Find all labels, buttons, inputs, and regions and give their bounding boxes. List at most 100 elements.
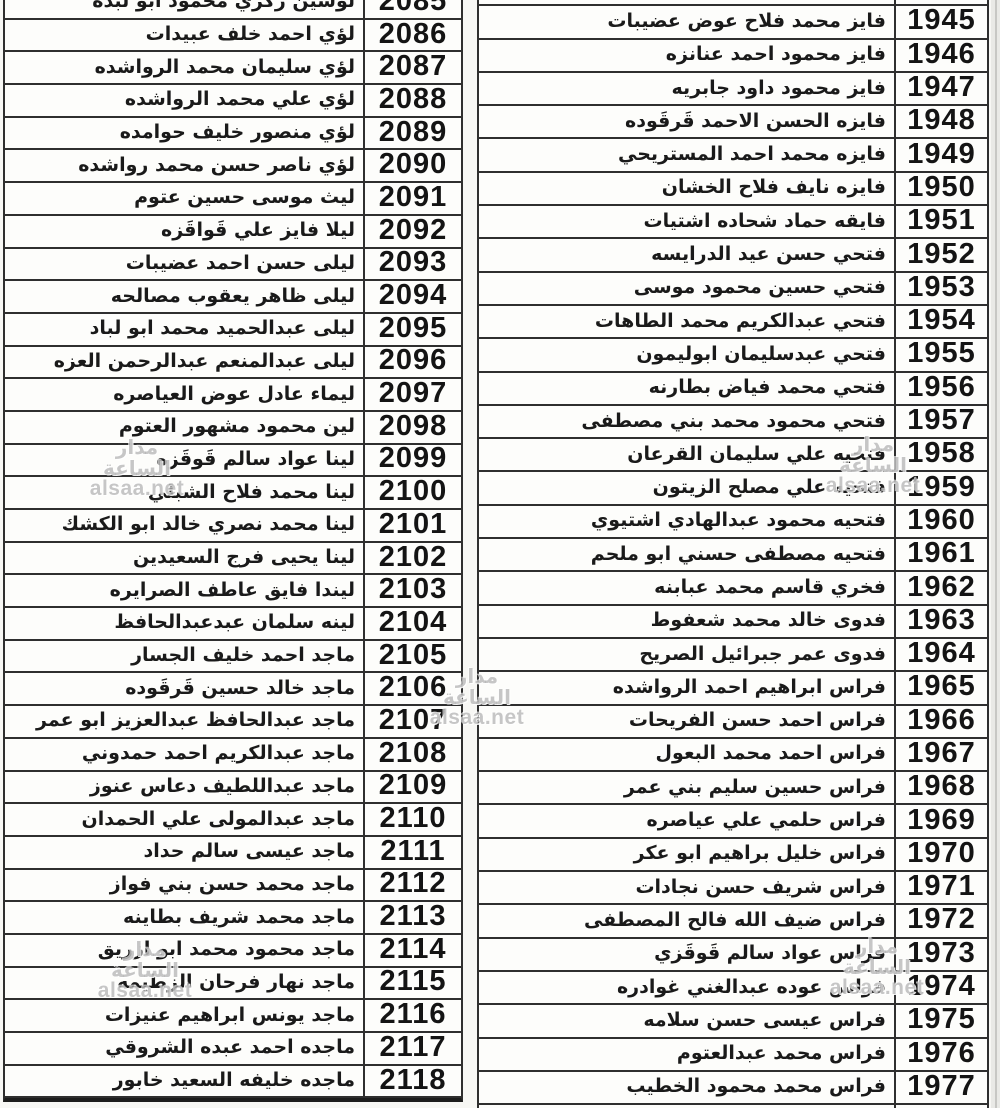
- table-row: فتحي محمود محمد بني مصطفى 1957: [479, 405, 987, 440]
- person-name-cell: ماجد محمد شريف بطاينه: [122, 905, 355, 928]
- person-name-cell: ماجد يونس ابراهيم عنيزات: [104, 1003, 355, 1026]
- table-row: لينه سلمان عبدعبدالحافظ 2104: [5, 608, 461, 641]
- table-row: ماجد عبداللطيف دعاس عنوز 2109: [5, 771, 461, 805]
- serial-number-cell: 2104: [363, 608, 461, 639]
- person-name-cell: فايز محمد فلاح عوض عضيبات: [607, 9, 886, 32]
- table-row: ماجده احمد عبده الشروقي 2117: [5, 1033, 461, 1066]
- serial-number-cell: 2102: [363, 542, 461, 574]
- table-row: فراس خليل براهيم ابو عكر 1970: [479, 838, 987, 873]
- table-row: فايز محمود داود جابريه 1947: [479, 72, 987, 107]
- table-row: ليلا فايز علي قَواقَزه 2092: [5, 215, 461, 249]
- serial-number-cell: 2094: [363, 281, 461, 312]
- serial-number-cell: 1958: [894, 439, 987, 471]
- person-name-cell: ماجد عبدالمولى علي الحمدان: [81, 807, 355, 830]
- person-name-cell: لؤي سليمان محمد الرواشده: [94, 55, 355, 78]
- table-row: لوسين زكري محمود ابو لبده 2085: [5, 0, 461, 20]
- person-name-cell: ماجد خالد حسين قَرقَوده: [125, 676, 355, 699]
- person-name-cell: ليماء عادل عوض العياصره: [113, 382, 355, 405]
- person-name-cell: فتحيه مصطفى حسني ابو ملحم: [590, 542, 886, 565]
- serial-number-cell: 1951: [894, 206, 987, 238]
- table-row: ماجد خالد حسين قَرقَوده 2106: [5, 673, 461, 707]
- person-name-cell: ليلى عبدالحميد محمد ابو لباد: [89, 317, 355, 340]
- serial-number-cell: 2099: [363, 444, 461, 476]
- person-name-cell: فدوى خالد محمد شعفوط: [650, 609, 886, 632]
- table-row: ماجد محمود محمد ابو ازريق 2114: [5, 934, 461, 968]
- table-row: ماجده خليفه السعيد خابور 2118: [5, 1065, 461, 1099]
- serial-number-cell: 1948: [894, 106, 987, 138]
- table-row: فراس ضيف الله فالح المصطفى 1972: [479, 905, 987, 939]
- person-name-cell: فراس ابراهيم احمد الرواشده: [612, 675, 886, 698]
- person-name-cell: فراس احمد حسن الفريحات: [628, 709, 886, 732]
- person-name-cell: ماجد عبدالحافظ عبدالعزيز ابو عمر: [36, 709, 355, 732]
- person-name-cell: فايز محمود داود جابريه: [671, 76, 887, 99]
- person-name-cell: لؤي منصور خليف حوامده: [119, 121, 355, 144]
- person-name-cell: فايزه محمد احمد المستريحي: [617, 143, 886, 166]
- person-name-cell: ليلا فايز علي قَواقَزه: [161, 219, 355, 242]
- serial-number-cell: 1966: [894, 705, 987, 737]
- serial-number-cell: 2098: [363, 411, 461, 443]
- serial-number-cell: 2109: [363, 771, 461, 803]
- table-row: فتحيه مصطفى حسني ابو ملحم 1961: [479, 539, 987, 573]
- serial-number-cell: 1957: [894, 405, 987, 438]
- table-row: فراس محمد محمود الخطيب 1977: [479, 1071, 987, 1106]
- table-row: فراس ابراهيم احمد الرواشده 1965: [479, 672, 987, 706]
- table-row: فايزه محمد احمد المستريحي 1949: [479, 139, 987, 173]
- table-row-partial: [479, 1105, 987, 1108]
- table-row: فدوى خالد محمد شعفوط 1963: [479, 605, 987, 639]
- table-row-partial: [479, 0, 987, 7]
- serial-number-cell: [894, 1105, 987, 1108]
- serial-number-cell: 2089: [363, 117, 461, 149]
- serial-number-cell: 2111: [363, 836, 461, 868]
- serial-number-cell: 2101: [363, 510, 461, 541]
- table-row: ماجد محمد شريف بطاينه 2113: [5, 902, 461, 935]
- serial-number-cell: 1945: [894, 6, 987, 38]
- serial-number-cell: 1949: [894, 139, 987, 171]
- person-name-cell: ماجد عبدالكريم احمد حمدوني: [81, 742, 355, 765]
- person-name-cell: فتحي حسن عيد الدرايسه: [651, 243, 886, 266]
- serial-number-cell: 2086: [363, 19, 461, 51]
- person-name-cell: لينا محمد فلاح الشبلي: [147, 480, 355, 503]
- person-name-cell: فراس احمد محمد البعول: [655, 742, 886, 765]
- person-name-cell: لؤي ناصر حسن محمد رواشده: [78, 153, 355, 176]
- person-name-cell: ماجد نهار فرحان الزطيمه: [117, 970, 355, 993]
- page-edge-line: [995, 0, 997, 1108]
- person-name-cell: فراس عواد سالم قَوقَزي: [654, 942, 886, 965]
- person-name-cell: فراس خليل براهيم ابو عكر: [633, 842, 886, 865]
- serial-number-cell: 1968: [894, 772, 987, 804]
- person-name-cell: فتحيه علي مصلح الزيتون: [652, 476, 886, 499]
- table-row: لؤي سليمان محمد الرواشده 2087: [5, 52, 461, 86]
- table-row: ماجد عيسى سالم حداد 2111: [5, 836, 461, 870]
- serial-number-cell: 2097: [363, 379, 461, 410]
- serial-number-cell: 2110: [363, 804, 461, 835]
- serial-number-cell: 2103: [363, 575, 461, 607]
- table-row: ليلى حسن احمد عضيبات 2093: [5, 248, 461, 282]
- person-name-cell: فراس عوده عبدالغني غوادره: [616, 975, 886, 998]
- serial-number-cell: 1974: [894, 971, 987, 1004]
- serial-number-cell: 1971: [894, 872, 987, 904]
- table-row: فراس احمد محمد البعول 1967: [479, 738, 987, 773]
- person-name-cell: ماجد عيسى سالم حداد: [143, 840, 356, 863]
- serial-number-cell: 1973: [894, 938, 987, 970]
- serial-number-cell: 1947: [894, 72, 987, 105]
- serial-number-cell: 2090: [363, 150, 461, 182]
- table-row: فتحي حسين محمود موسى 1953: [479, 272, 987, 306]
- person-name-cell: فراس حسين سليم بني عمر: [623, 775, 886, 798]
- table-row: فايقه حماد شحاده اشتيات 1951: [479, 206, 987, 240]
- serial-number-cell: 2100: [363, 477, 461, 508]
- table-row: فراس شريف حسن نجادات 1971: [479, 872, 987, 906]
- table-row: فراس عيسى حسن سلامه 1975: [479, 1005, 987, 1039]
- person-name-cell: لؤي علي محمد الرواشده: [124, 88, 355, 111]
- person-name-cell: فايز محمود احمد عنانزه: [665, 43, 886, 66]
- serial-number-cell: 1972: [894, 905, 987, 937]
- serial-number-cell: 2114: [363, 934, 461, 966]
- serial-number-cell: 1961: [894, 539, 987, 571]
- serial-number-cell: 2096: [363, 346, 461, 378]
- serial-number-cell: 1952: [894, 239, 987, 271]
- table-row: لؤي احمد خلف عبيدات 2086: [5, 19, 461, 53]
- table-row: ليث موسى حسين عتوم 2091: [5, 183, 461, 216]
- serial-number-cell: 2087: [363, 52, 461, 84]
- table-row: لينا محمد نصري خالد ابو الكشك 2101: [5, 510, 461, 543]
- serial-number-cell: 2116: [363, 1000, 461, 1031]
- person-name-cell: فتحي محمد فياض بطارنه: [648, 376, 886, 399]
